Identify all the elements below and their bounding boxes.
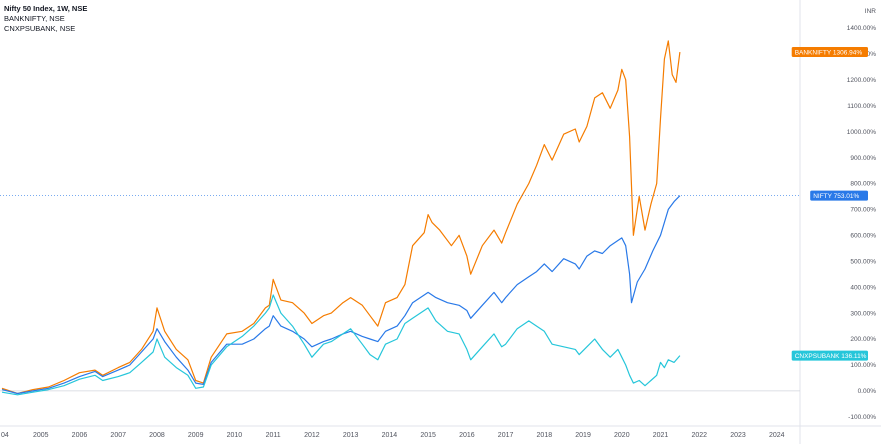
x-tick-label: 2005 [33, 432, 49, 439]
price-badge-label-nifty: NIFTY 753.01% [813, 193, 859, 200]
price-badges: BANKNIFTY 1306.94% NIFTY 753.01% CNXPSUBAN… [791, 47, 868, 361]
x-tick-label: 2016 [459, 432, 475, 439]
y-tick-label: 1200.00% [847, 77, 876, 84]
x-tick-label: 2010 [227, 432, 243, 439]
x-tick-label: 2024 [769, 432, 785, 439]
x-tick-label: 2012 [304, 432, 320, 439]
y-tick-label: 0.00% [858, 388, 877, 395]
series-line-cnxpsubank[interactable] [1, 294, 681, 396]
x-tick-label: 2007 [110, 432, 126, 439]
x-tick-label: 2017 [498, 432, 514, 439]
x-tick-label: 2006 [72, 432, 88, 439]
legend-compare-cnxpsubank[interactable]: CNXPSUBANK, NSE [4, 24, 76, 33]
y-tick-label: 1000.00% [847, 129, 876, 136]
y-tick-label: 300.00% [850, 310, 876, 317]
price-badge-cnxpsubank [791, 350, 868, 361]
y-tick-label: 1400.00% [847, 25, 876, 32]
x-axis: 04 2005 2006 2007 2008 2009 2010 2011 2012 2013 20… [1, 432, 785, 439]
x-tick-label: 2022 [691, 432, 707, 439]
price-badge-label-cnxpsubank: CNXPSUBANK 136.11% [795, 353, 867, 360]
y-tick-label: -100.00% [848, 414, 876, 421]
y-tick-label: 700.00% [850, 207, 876, 214]
price-badge-banknifty [791, 47, 868, 58]
x-tick-label: 2008 [149, 432, 165, 439]
y-axis: 1400.00%1300.00%1200.00%1100.00%1000.00%… [847, 25, 876, 421]
y-tick-label: 200.00% [850, 336, 876, 343]
series-layer [0, 40, 800, 396]
x-tick-label: 2023 [730, 432, 746, 439]
x-tick-label: 2011 [266, 432, 281, 439]
y-tick-label: 100.00% [850, 362, 876, 369]
x-tick-label: 2015 [420, 432, 436, 439]
x-tick-label: 2013 [343, 432, 359, 439]
y-tick-label: 500.00% [850, 258, 876, 265]
legend-compare-banknifty[interactable]: BANKNIFTY, NSE [4, 14, 65, 23]
y-tick-label: 400.00% [850, 284, 876, 291]
x-tick-label: 2018 [537, 432, 553, 439]
x-tick-label: 2009 [188, 432, 204, 439]
price-badge-label-banknifty: BANKNIFTY 1306.94% [795, 50, 863, 57]
series-line-nifty[interactable] [1, 195, 681, 395]
price-badge-nifty [810, 190, 868, 201]
y-tick-label: 1100.00% [847, 103, 876, 110]
y-tick-label: 600.00% [850, 233, 876, 240]
x-tick-label: 04 [1, 432, 9, 439]
legend-main-symbol[interactable]: Nifty 50 Index, 1W, NSE [4, 4, 88, 13]
y-tick-label: 800.00% [850, 181, 876, 188]
x-tick-label: 2020 [614, 432, 630, 439]
legend: Nifty 50 Index, 1W, NSE BANKNIFTY, NSE C… [4, 4, 87, 34]
series-line-banknifty[interactable] [1, 40, 681, 395]
x-tick-label: 2014 [382, 432, 398, 439]
x-tick-label: 2019 [575, 432, 591, 439]
currency-label: INR [865, 8, 877, 15]
y-tick-label: 900.00% [850, 155, 876, 162]
x-tick-label: 2021 [653, 432, 669, 439]
